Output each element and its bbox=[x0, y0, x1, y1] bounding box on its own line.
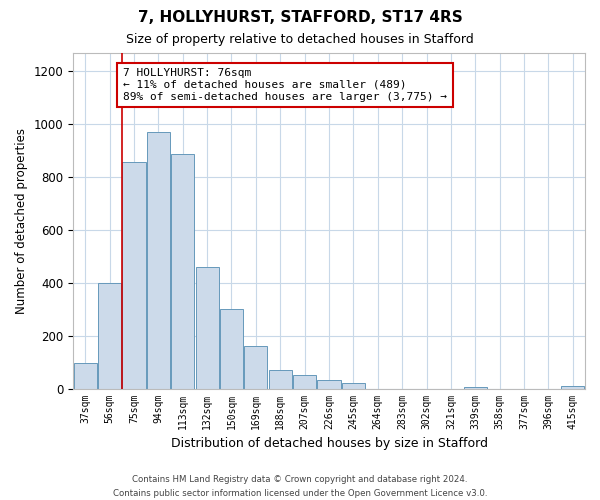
Bar bbox=[220, 309, 243, 388]
Bar bbox=[196, 267, 218, 388]
Bar bbox=[122, 162, 146, 388]
Bar bbox=[147, 132, 170, 388]
Bar bbox=[98, 282, 121, 389]
Text: Contains HM Land Registry data © Crown copyright and database right 2024.
Contai: Contains HM Land Registry data © Crown c… bbox=[113, 476, 487, 498]
Bar bbox=[317, 380, 341, 388]
Text: 7 HOLLYHURST: 76sqm
← 11% of detached houses are smaller (489)
89% of semi-detac: 7 HOLLYHURST: 76sqm ← 11% of detached ho… bbox=[123, 68, 447, 102]
Bar bbox=[244, 346, 268, 389]
Bar bbox=[74, 364, 97, 388]
Text: Size of property relative to detached houses in Stafford: Size of property relative to detached ho… bbox=[126, 32, 474, 46]
X-axis label: Distribution of detached houses by size in Stafford: Distribution of detached houses by size … bbox=[170, 437, 488, 450]
Bar bbox=[269, 370, 292, 388]
Text: 7, HOLLYHURST, STAFFORD, ST17 4RS: 7, HOLLYHURST, STAFFORD, ST17 4RS bbox=[137, 10, 463, 25]
Bar bbox=[293, 376, 316, 388]
Bar bbox=[561, 386, 584, 388]
Bar bbox=[464, 387, 487, 388]
Bar bbox=[171, 154, 194, 388]
Y-axis label: Number of detached properties: Number of detached properties bbox=[15, 128, 28, 314]
Bar bbox=[342, 384, 365, 388]
